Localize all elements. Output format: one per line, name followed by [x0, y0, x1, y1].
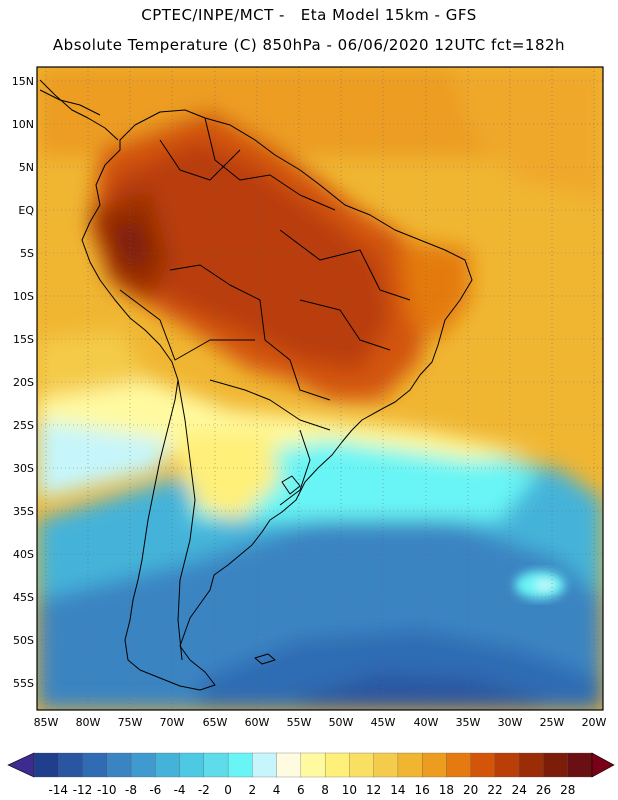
brazil-states	[279, 229, 411, 351]
country-borders	[39, 79, 473, 691]
colorbar-swatch	[300, 752, 326, 778]
south-america-coastline	[81, 109, 473, 691]
brazil-border-west	[169, 264, 331, 401]
temperature-field	[37, 67, 603, 710]
lon-label: 60W	[245, 716, 270, 729]
colorbar-tick-label: 0	[224, 783, 232, 797]
lon-label: 20W	[582, 716, 607, 729]
lon-label: 65W	[203, 716, 228, 729]
colorbar-tick-label: -6	[149, 783, 161, 797]
lat-label: 10N	[12, 118, 34, 131]
colorbar-tick-label: -12	[73, 783, 93, 797]
lat-label: EQ	[18, 204, 34, 217]
lat-label: 5S	[20, 247, 34, 260]
colorbar-tick-label: 28	[560, 783, 575, 797]
lat-label: 50S	[13, 634, 34, 647]
lon-label: 50W	[329, 716, 354, 729]
central-america-coastline-north	[39, 89, 101, 116]
colorbar-tick-label: 18	[439, 783, 454, 797]
colorbar-tick-label: -14	[48, 783, 68, 797]
lon-label: 75W	[118, 716, 143, 729]
colorbar-tick-label: 20	[463, 783, 478, 797]
colorbar-swatch	[519, 752, 544, 778]
colorbar-swatch	[543, 752, 569, 778]
colorbar-tick-label: 8	[321, 783, 329, 797]
chart-title-line2: Absolute Temperature (C) 850hPa - 06/06/…	[52, 36, 566, 54]
lat-label: 30S	[13, 462, 34, 475]
colorbar-swatch	[130, 752, 156, 778]
map-frame	[36, 66, 604, 711]
lat-label: 45S	[13, 591, 34, 604]
colorbar-swatch	[397, 752, 423, 778]
colorbar-swatch	[155, 752, 181, 778]
colorbar-swatch	[349, 752, 375, 778]
colorbar-swatch	[33, 752, 59, 778]
colorbar-swatch	[373, 752, 399, 778]
colorbar-swatch	[470, 752, 496, 778]
longitude-labels: 85W 80W 75W 70W 65W 60W 55W 50W 45W 40W …	[34, 716, 607, 729]
uruguay-lake	[281, 475, 301, 495]
colorbar-swatch	[106, 752, 132, 778]
colorbar-tick-label: 10	[342, 783, 357, 797]
central-america-coastline	[39, 79, 119, 141]
colorbar-tick-label: 22	[487, 783, 502, 797]
lon-label: 25W	[540, 716, 565, 729]
latitude-labels: 15N 10N 5N EQ 5S 10S 15S 20S 25S 30S 35S…	[12, 75, 35, 690]
colorbar-tick-label: 12	[366, 783, 381, 797]
colorbar-swatch	[494, 752, 520, 778]
colorbar-tick-label: 6	[297, 783, 305, 797]
lon-label: 55W	[287, 716, 312, 729]
colorbar-swatch	[252, 752, 278, 778]
colorbar-over-arrow	[591, 752, 615, 778]
colorbar: -14 -12 -10 -8 -6 -4 -2 0 2 4 6 8 10 12 14 16 18 20 22 24 26…	[7, 752, 615, 797]
lat-label: 10S	[13, 290, 34, 303]
colorbar-swatch	[276, 752, 302, 778]
colorbar-swatch	[446, 752, 472, 778]
lat-label: 5N	[19, 161, 34, 174]
colombia-venezuela-border	[159, 139, 241, 181]
colorbar-tick-label: 4	[273, 783, 281, 797]
lon-label: 45W	[371, 716, 396, 729]
chart-title-line1: CPTEC/INPE/MCT - Eta Model 15km - GFS	[141, 6, 477, 24]
lon-label: 40W	[414, 716, 439, 729]
colorbar-swatch	[227, 752, 253, 778]
colorbar-tick-label: -2	[198, 783, 210, 797]
colorbar-swatch	[179, 752, 205, 778]
argentina-uruguay-border	[279, 429, 311, 506]
colorbar-tick-label: 2	[249, 783, 257, 797]
colorbar-swatch	[324, 752, 350, 778]
lon-label: 70W	[160, 716, 185, 729]
colorbar-tick-label: -8	[125, 783, 137, 797]
lat-label: 15N	[12, 75, 34, 88]
lat-label: 25S	[13, 419, 34, 432]
lat-label: 15S	[13, 333, 34, 346]
lat-label: 55S	[13, 677, 34, 690]
colorbar-under-arrow	[7, 752, 35, 778]
colorbar-tick-label: -4	[174, 783, 186, 797]
lon-label: 80W	[76, 716, 101, 729]
chile-argentina-border	[177, 379, 196, 661]
peru-bolivia-border	[119, 289, 255, 361]
lon-label: 35W	[456, 716, 481, 729]
lon-label: 85W	[34, 716, 59, 729]
lon-label: 30W	[498, 716, 523, 729]
colorbar-swatch	[203, 752, 229, 778]
colorbar-tick-label: 16	[415, 783, 430, 797]
colorbar-swatch	[567, 752, 593, 778]
lat-label: 40S	[13, 548, 34, 561]
bolivia-paraguay-border	[209, 379, 331, 431]
colorbar-tick-label: 14	[390, 783, 405, 797]
lat-label: 35S	[13, 505, 34, 518]
falkland-islands	[254, 653, 276, 665]
colorbar-tick-label: 26	[536, 783, 551, 797]
colorbar-swatch	[82, 752, 108, 778]
lat-label: 20S	[13, 376, 34, 389]
colorbar-swatch	[422, 752, 447, 778]
colorbar-swatch	[58, 752, 83, 778]
brazil-border-north	[204, 117, 336, 211]
colorbar-tick-label: 24	[512, 783, 527, 797]
colorbar-tick-label: -10	[97, 783, 117, 797]
